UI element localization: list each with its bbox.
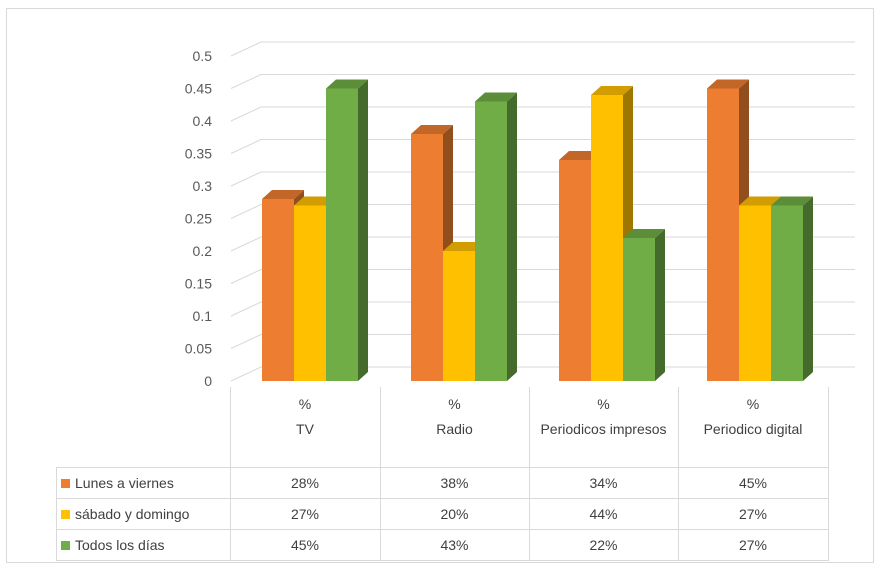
gridline-depth (230, 171, 262, 187)
gridline-depth (230, 301, 262, 317)
category-prefix: % (448, 396, 461, 412)
y-tick-label: 0.05 (185, 341, 212, 357)
bar (771, 196, 813, 381)
bar-front (771, 205, 803, 381)
bar-front (411, 134, 443, 381)
bar-side (803, 196, 813, 381)
legend-key-swatch (61, 479, 70, 488)
data-label: 43% (379, 529, 530, 561)
data-label: 45% (677, 467, 829, 499)
bar-front (591, 95, 623, 381)
bar-front (559, 160, 591, 381)
bar (326, 79, 368, 381)
category-header: % Periodicos impresos (528, 387, 679, 468)
bar-top (475, 92, 517, 102)
series-legend-cell: Todos los días (56, 529, 231, 561)
bar-top (294, 196, 336, 206)
table-row: sábado y domingo 27% 20% 44% 27% (56, 498, 829, 530)
bar-front (326, 88, 358, 381)
table-row: Todos los días 45% 43% 22% 27% (56, 529, 829, 561)
category-name: TV (296, 421, 314, 437)
bar-front (443, 251, 475, 381)
category-name: Periodicos impresos (540, 421, 667, 437)
y-tick-label: 0.45 (185, 81, 212, 97)
y-tick-label: 0.3 (193, 178, 213, 194)
category-name: Periodico digital (703, 421, 803, 437)
y-axis-ticks: 0 0.05 0.1 0.15 0.2 0.25 0.3 0.35 0.4 0.45 0.5 (185, 48, 212, 389)
category-prefix: % (746, 396, 760, 412)
category-prefix: % (597, 396, 610, 412)
bar-front (294, 205, 326, 381)
chart-frame (6, 8, 874, 563)
chart-plot: 0 0.05 0.1 0.15 0.2 0.25 0.3 0.35 0.4 0.45 0.5 (185, 41, 855, 389)
gridline-depth (230, 41, 262, 57)
gridline-depth (230, 269, 262, 284)
bar-top (262, 190, 304, 199)
series-legend-cell: Lunes a viernes (56, 467, 231, 499)
bar-side (358, 79, 368, 381)
y-tick-label: 0.4 (193, 113, 213, 129)
bar-side (507, 92, 517, 381)
bar-top (739, 196, 781, 206)
bar-front (623, 238, 655, 381)
gridline-depth (230, 106, 262, 122)
series-legend-cell: sábado y domingo (56, 498, 231, 530)
gridline-depth (230, 74, 262, 89)
bar-front (262, 199, 294, 381)
data-label: 27% (229, 498, 381, 530)
y-tick-label: 0 (204, 373, 212, 389)
data-table: % TV% Radio% Periodicos impresos% Periodico … (56, 387, 829, 561)
gridline-depth (230, 334, 262, 349)
bar-top (443, 242, 485, 251)
bars (262, 79, 813, 381)
data-label: 27% (677, 529, 829, 561)
data-label: 34% (528, 467, 679, 499)
bar-top (411, 125, 453, 134)
y-tick-label: 0.15 (185, 276, 212, 292)
bar-top (591, 86, 633, 95)
data-label: 44% (528, 498, 679, 530)
y-tick-label: 0.1 (193, 308, 213, 324)
bar-top (559, 151, 601, 160)
data-label: 27% (677, 498, 829, 530)
y-tick-label: 0.2 (193, 243, 213, 259)
y-tick-label: 0.35 (185, 146, 212, 162)
category-header: % Periodico digital (677, 387, 829, 468)
gridline-depth (230, 139, 262, 154)
y-tick-label: 0.25 (185, 211, 212, 227)
series-name: Todos los días (75, 537, 165, 553)
data-label: 28% (229, 467, 381, 499)
table-corner (57, 387, 231, 468)
y-tick-label: 0.5 (193, 48, 213, 64)
data-label: 20% (379, 498, 530, 530)
data-label: 45% (229, 529, 381, 561)
bar (475, 92, 517, 381)
category-prefix: % (298, 396, 312, 412)
data-label: 38% (379, 467, 530, 499)
series-name: sábado y domingo (75, 506, 190, 522)
legend-key-swatch (61, 510, 70, 519)
legend-key-swatch (61, 541, 70, 550)
bar-top (771, 196, 813, 206)
bar-front (707, 88, 739, 381)
series-name: Lunes a viernes (75, 475, 174, 491)
gridline-depth (230, 204, 262, 219)
bar-front (739, 205, 771, 381)
bar-front (475, 101, 507, 381)
bar-top (623, 229, 665, 238)
bar (623, 229, 665, 381)
gridline-depth (230, 236, 262, 252)
bar-top (707, 79, 749, 89)
gridline-depth (230, 366, 262, 382)
table-row: Lunes a viernes 28% 38% 34% 45% (56, 467, 829, 499)
bar-top (326, 79, 368, 89)
category-header-row: % TV% Radio% Periodicos impresos% Periodico … (57, 387, 829, 468)
category-name: Radio (436, 421, 473, 437)
bar-side (655, 229, 665, 381)
category-header: % Radio (379, 387, 530, 468)
category-header: % TV (229, 387, 381, 468)
data-label: 22% (528, 529, 679, 561)
